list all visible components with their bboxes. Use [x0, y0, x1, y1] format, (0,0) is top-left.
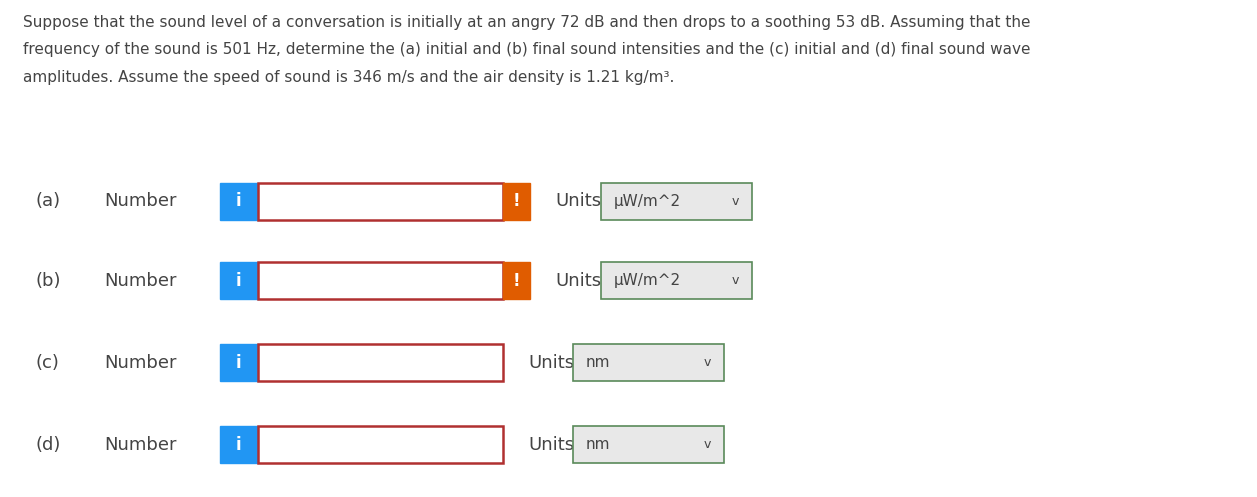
FancyBboxPatch shape: [220, 344, 258, 382]
FancyBboxPatch shape: [220, 183, 258, 220]
Text: v: v: [704, 356, 711, 369]
Text: !: !: [513, 272, 520, 290]
Text: (d): (d): [35, 436, 60, 454]
Text: !: !: [513, 192, 520, 210]
Text: nm: nm: [586, 437, 610, 452]
FancyBboxPatch shape: [258, 183, 503, 220]
FancyBboxPatch shape: [258, 262, 503, 299]
Text: i: i: [236, 354, 241, 372]
Text: (c): (c): [35, 354, 59, 372]
Text: Units: Units: [556, 192, 602, 210]
Text: Number: Number: [104, 272, 177, 290]
FancyBboxPatch shape: [258, 344, 503, 382]
Text: μW/m^2: μW/m^2: [613, 194, 680, 209]
Text: (a): (a): [35, 192, 60, 210]
Text: v: v: [704, 438, 711, 451]
FancyBboxPatch shape: [601, 183, 752, 220]
Text: frequency of the sound is 501 Hz, determine the (a) initial and (b) final sound : frequency of the sound is 501 Hz, determ…: [23, 42, 1031, 57]
FancyBboxPatch shape: [220, 262, 258, 299]
Text: Units: Units: [528, 354, 574, 372]
Text: Number: Number: [104, 192, 177, 210]
FancyBboxPatch shape: [220, 426, 258, 463]
Text: i: i: [236, 436, 241, 454]
FancyBboxPatch shape: [573, 426, 724, 463]
FancyBboxPatch shape: [258, 426, 503, 463]
Text: μW/m^2: μW/m^2: [613, 273, 680, 288]
FancyBboxPatch shape: [503, 262, 530, 299]
Text: v: v: [732, 274, 739, 287]
FancyBboxPatch shape: [573, 344, 724, 382]
Text: Units: Units: [556, 272, 602, 290]
Text: i: i: [236, 192, 241, 210]
Text: v: v: [732, 195, 739, 208]
Text: i: i: [236, 272, 241, 290]
FancyBboxPatch shape: [601, 262, 752, 299]
Text: nm: nm: [586, 355, 610, 370]
Text: amplitudes. Assume the speed of sound is 346 m/s and the air density is 1.21 kg/: amplitudes. Assume the speed of sound is…: [23, 70, 674, 84]
FancyBboxPatch shape: [503, 183, 530, 220]
Text: (b): (b): [35, 272, 60, 290]
Text: Units: Units: [528, 436, 574, 454]
Text: Suppose that the sound level of a conversation is initially at an angry 72 dB an: Suppose that the sound level of a conver…: [23, 15, 1031, 30]
Text: Number: Number: [104, 354, 177, 372]
Text: Number: Number: [104, 436, 177, 454]
